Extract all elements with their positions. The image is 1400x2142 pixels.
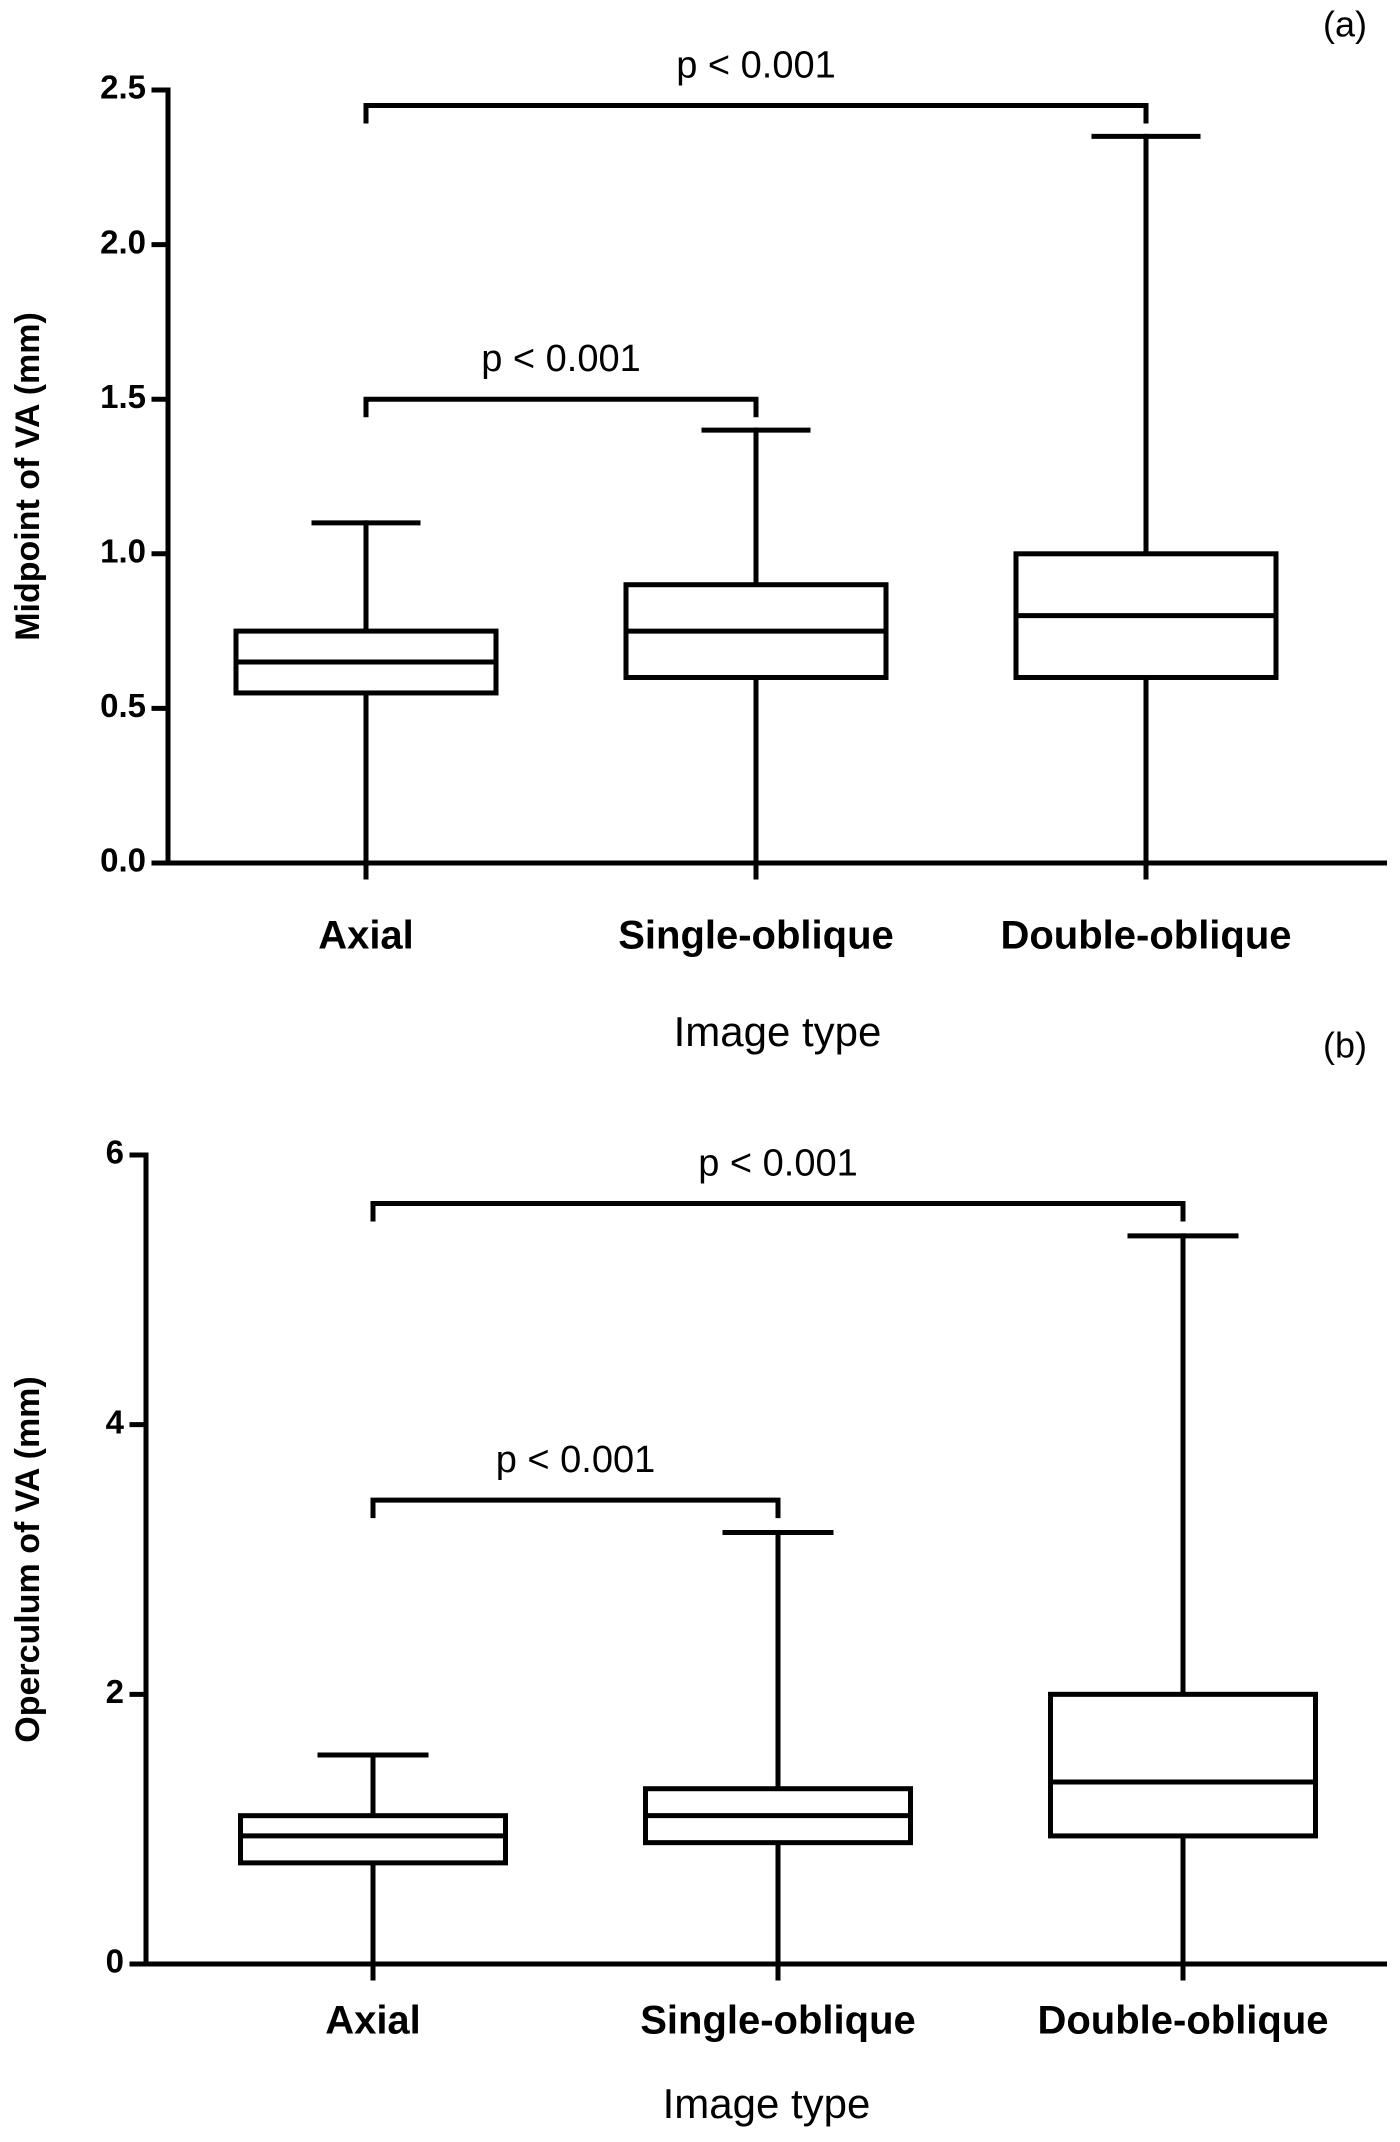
box — [1048, 1691, 1318, 1839]
x-tick-label: Single-oblique — [618, 914, 894, 958]
y-tick-label: 0 — [106, 1943, 124, 1980]
significance-bracket — [370, 1201, 1186, 1222]
box — [238, 1813, 508, 1866]
y-tick-label: 2.0 — [100, 223, 146, 260]
y-tick-label: 2.5 — [100, 69, 146, 106]
significance-label: p < 0.001 — [676, 44, 836, 86]
y-tick-label: 1.5 — [100, 378, 146, 415]
y-axis-title: Midpoint of VA (mm) — [9, 312, 47, 641]
x-tick-label: Single-oblique — [640, 1999, 916, 2043]
significance-bracket — [370, 1497, 781, 1519]
x-tick-label: Double-oblique — [1000, 914, 1291, 958]
x-tick-label: Double-oblique — [1037, 1999, 1328, 2043]
y-tick-label: 2 — [106, 1673, 124, 1710]
x-axis-title: Image type — [674, 1008, 882, 1055]
y-tick-label: 0.5 — [100, 687, 146, 724]
significance-label: p < 0.001 — [481, 338, 641, 380]
panel-label: (a) — [1323, 4, 1367, 45]
y-tick-label: 6 — [106, 1134, 124, 1171]
x-tick-label: Axial — [318, 914, 414, 958]
panel-label: (b) — [1323, 1025, 1367, 1066]
significance-label: p < 0.001 — [698, 1143, 858, 1185]
x-tick-label: Axial — [325, 1999, 421, 2043]
x-axis-title: Image type — [663, 2080, 871, 2127]
significance-label: p < 0.001 — [496, 1439, 656, 1481]
y-axis-title: Operculum of VA (mm) — [9, 1376, 47, 1742]
y-tick-label: 4 — [106, 1403, 125, 1440]
y-tick-label: 1.0 — [100, 533, 146, 570]
y-tick-label: 0.0 — [100, 842, 146, 879]
significance-bracket — [363, 396, 759, 418]
significance-bracket — [363, 102, 1149, 124]
